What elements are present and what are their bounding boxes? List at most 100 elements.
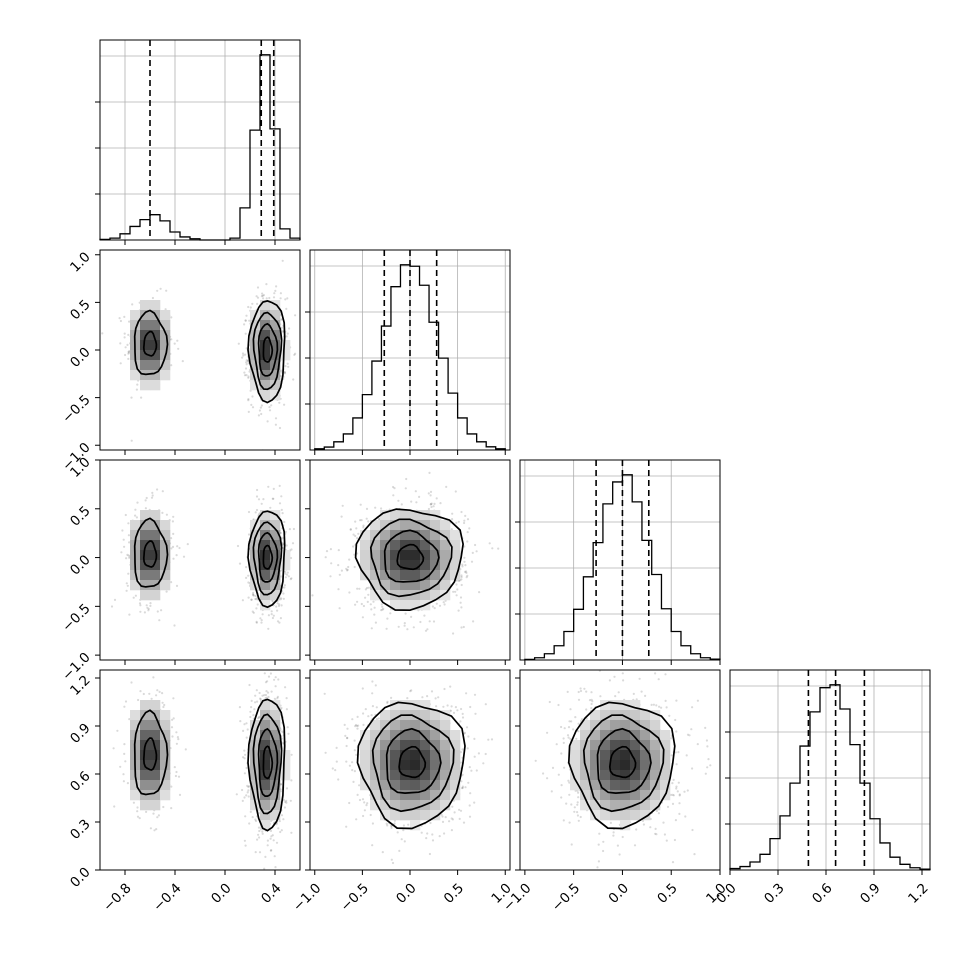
density-0-3-point [123,705,126,708]
density-0-3-cell [130,790,141,801]
density-0-1-point [127,352,130,355]
density-1-2-point [465,570,468,573]
density-0-1-point [286,362,289,365]
density-0-1-cell [130,370,141,381]
density-0-2-point [171,545,175,548]
density-0-3-point [246,791,249,794]
density-0-1-point [119,362,122,365]
density-1-2-point [438,604,442,607]
density-1-2-point [365,586,369,590]
density-0-2-point [161,511,164,514]
density-1-2-point [491,547,494,550]
density-0-3-point [148,692,151,695]
density-0-2-point [145,496,148,500]
density-1-2-point [451,518,454,521]
density-1-2-point [466,574,469,577]
density-0-3-point [282,742,285,745]
hist-2-step-outline [524,474,721,661]
density-0-1-point [247,398,250,401]
density-0-3-cell [280,750,291,761]
density-0-1-cell [160,320,171,331]
ytick-label-param-1-4: 1.0 [67,249,94,276]
density-0-1-point [173,342,176,345]
density-1-2-point [412,626,415,629]
density-0-3-point [138,817,141,820]
density-0-1-point [280,318,283,321]
density-0-3-point [122,773,125,776]
density-0-3-point [244,844,247,847]
density-0-2-cell [270,550,281,561]
density-0-2-contour [142,540,158,568]
density-0-3-point [153,829,156,832]
density-0-3-point [279,783,283,786]
density-0-3-point [155,694,158,697]
density-0-1-point [285,335,288,338]
density-0-3-cell [250,720,261,731]
density-1-2-point [466,518,470,521]
density-0-3-cell [260,800,271,811]
density-1-2-point [478,591,481,594]
density-0-1-contour [257,322,279,377]
density-0-2-point [139,604,142,607]
density-0-1-point [127,357,130,360]
density-0-3-cell [260,770,271,781]
density-0-2-point [272,497,275,500]
density-0-1-point [286,332,289,335]
density-0-3-point [122,780,125,783]
density-0-2-point [127,572,130,575]
density-0-2-point [284,576,287,579]
density-0-3-point [175,742,178,745]
density-0-2-point [252,594,255,597]
density-1-2-point [404,612,407,615]
density-1-2-point [432,505,435,508]
density-0-3-point [247,795,250,798]
density-1-2-point [428,471,431,474]
density-0-1-point [283,403,286,406]
density-0-2-point [145,604,148,607]
density-0-3-point [243,839,246,842]
density-0-3-cell [160,750,171,761]
density-0-2-cell [150,550,161,561]
density-0-1-point [140,396,143,399]
density-0-3-point [258,691,261,695]
density-0-1-point [268,406,271,409]
density-0-2-point [255,620,258,623]
hist-3-frame [729,669,931,871]
density-0-2-point [122,538,125,541]
density-1-2-point [372,600,375,603]
density-1-2-point [397,625,400,628]
density-0-1-point [256,302,259,305]
density-0-2-point [270,610,273,613]
density-0-1-point [275,285,278,288]
density-0-2-point [260,619,263,622]
density-0-3-point [128,718,131,721]
density-0-2-contour [252,521,283,596]
density-0-3-point [152,676,155,679]
density-0-2-point [277,604,281,607]
density-1-2-plot-area [311,471,500,635]
density-0-1-point [279,292,282,295]
density-0-2-point [255,598,258,601]
density-0-3-point [264,668,266,670]
density-0-3-point [252,714,255,717]
density-0-1-point [260,404,263,407]
density-0-3-point [171,735,174,738]
density-0-1-point [294,352,297,355]
density-0-2-cell [140,580,151,591]
density-0-3-cell [130,710,141,721]
density-1-2-point [370,608,373,611]
density-0-1-cell [150,370,161,381]
density-0-1-point [260,412,263,416]
density-0-2-cell [250,570,261,581]
density-0-2-point [283,586,286,589]
density-0-3-point [248,822,251,825]
density-0-3-cell [140,710,151,721]
density-0-1-point [284,298,287,301]
density-0-1-point [247,376,250,379]
density-0-3-contour [142,737,158,771]
density-0-3-point [259,697,262,700]
density-0-2-cell [160,570,171,581]
density-1-2-point [427,492,430,495]
density-1-2-point [460,510,463,514]
density-0-2-point [283,584,286,587]
